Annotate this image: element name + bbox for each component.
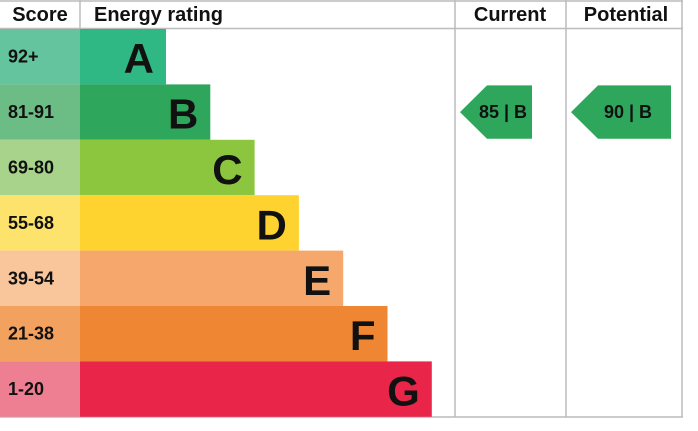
- score-cell: [0, 84, 80, 140]
- current-arrow: [460, 85, 532, 139]
- header-rating: Energy rating: [94, 4, 223, 26]
- score-cell: [0, 29, 80, 85]
- score-label: 21-38: [8, 324, 54, 344]
- score-label: 1-20: [8, 379, 44, 399]
- score-label: 92+: [8, 47, 39, 67]
- rating-bar: [80, 250, 344, 306]
- rating-letter: D: [257, 201, 287, 248]
- score-cell: [0, 361, 80, 417]
- rating-bar: [80, 139, 255, 196]
- rating-bar: [80, 29, 166, 85]
- header-score: Score: [12, 4, 68, 26]
- rating-bar: [80, 361, 432, 417]
- rating-letter: F: [350, 312, 376, 359]
- rating-letter: E: [303, 257, 331, 304]
- rating-bar: [80, 195, 299, 251]
- rating-bar: [80, 306, 388, 362]
- rating-bar: [80, 84, 211, 140]
- potential-arrow: [571, 85, 671, 139]
- rating-letter: G: [387, 368, 420, 415]
- header-current: Current: [474, 4, 547, 26]
- current-label: 85 | B: [479, 102, 527, 122]
- rating-letter: C: [212, 146, 242, 193]
- header-potential: Potential: [584, 4, 668, 26]
- rating-letter: B: [168, 91, 198, 138]
- score-label: 69-80: [8, 158, 54, 178]
- score-cell: [0, 250, 80, 306]
- score-label: 55-68: [8, 213, 54, 233]
- rating-letter: A: [124, 35, 154, 82]
- score-cell: [0, 195, 80, 251]
- score-cell: [0, 306, 80, 362]
- score-cell: [0, 139, 80, 196]
- score-label: 81-91: [8, 102, 54, 122]
- potential-label: 90 | B: [604, 102, 652, 122]
- score-label: 39-54: [8, 268, 54, 288]
